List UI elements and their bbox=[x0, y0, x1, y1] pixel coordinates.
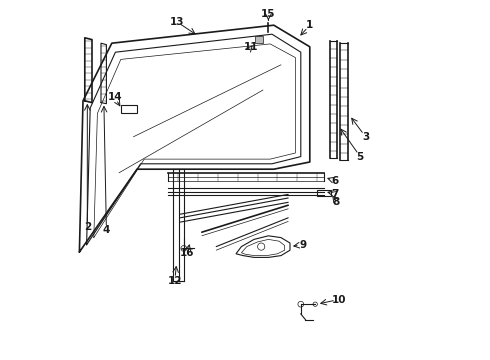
Text: 8: 8 bbox=[333, 197, 340, 207]
FancyBboxPatch shape bbox=[255, 36, 263, 43]
Text: 9: 9 bbox=[299, 240, 306, 250]
Text: 11: 11 bbox=[244, 42, 259, 52]
Text: 3: 3 bbox=[362, 132, 369, 142]
Text: 15: 15 bbox=[261, 9, 276, 19]
Text: 6: 6 bbox=[331, 176, 339, 186]
Text: 1: 1 bbox=[306, 20, 314, 30]
Text: 12: 12 bbox=[168, 276, 182, 286]
Text: 14: 14 bbox=[107, 92, 122, 102]
Text: 5: 5 bbox=[357, 152, 364, 162]
Text: 13: 13 bbox=[170, 17, 184, 27]
Text: 16: 16 bbox=[180, 248, 195, 258]
Text: 7: 7 bbox=[331, 189, 339, 199]
Text: 2: 2 bbox=[84, 222, 91, 232]
Text: 10: 10 bbox=[331, 294, 346, 305]
Text: 4: 4 bbox=[103, 225, 110, 235]
